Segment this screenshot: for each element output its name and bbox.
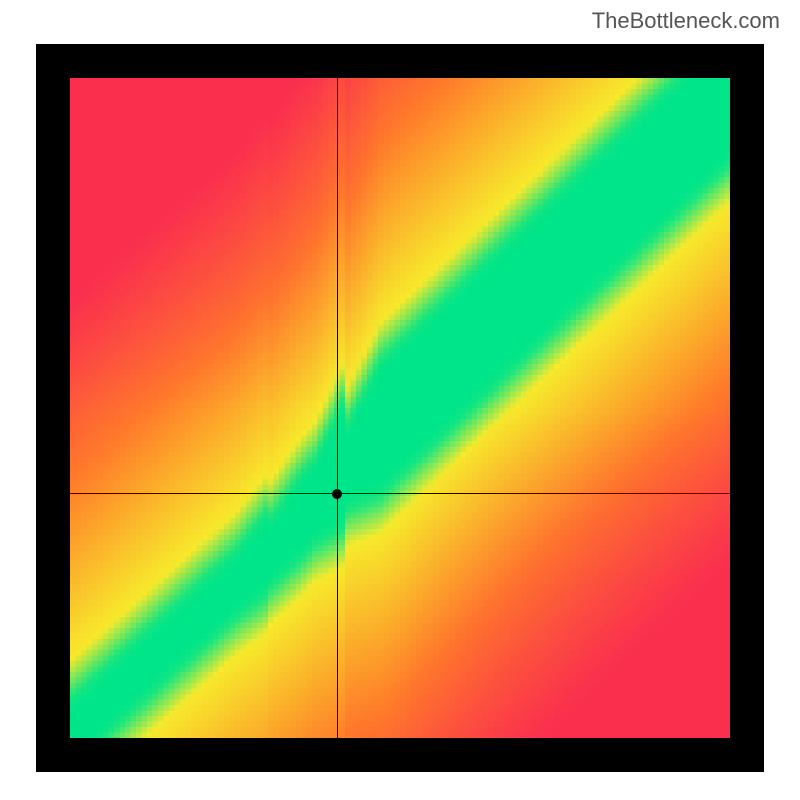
crosshair-horizontal	[70, 493, 730, 494]
chart-frame	[36, 44, 764, 772]
watermark-text: TheBottleneck.com	[592, 8, 780, 34]
root-container: TheBottleneck.com	[0, 0, 800, 800]
crosshair-vertical	[337, 78, 338, 738]
bottleneck-heatmap	[70, 78, 730, 738]
crosshair-marker	[332, 489, 342, 499]
